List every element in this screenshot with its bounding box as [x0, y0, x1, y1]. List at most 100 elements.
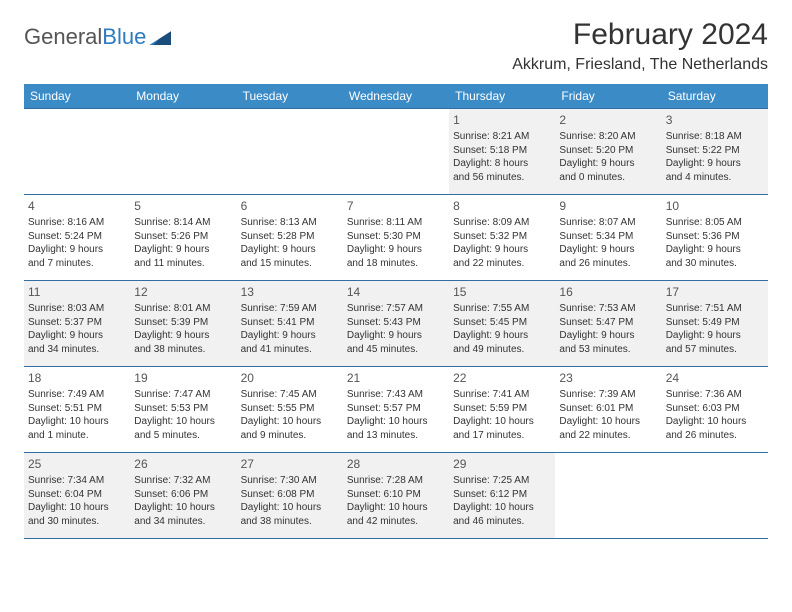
calendar-day-cell: 2Sunrise: 8:20 AMSunset: 5:20 PMDaylight… — [555, 109, 661, 195]
daylight-text: and 30 minutes. — [28, 515, 126, 529]
logo-triangle-icon — [149, 31, 171, 45]
daylight-text: Daylight: 10 hours — [666, 415, 764, 429]
header: GeneralBlue February 2024 Akkrum, Friesl… — [24, 18, 768, 74]
sunrise-text: Sunrise: 7:51 AM — [666, 302, 764, 316]
calendar-week-row: 4Sunrise: 8:16 AMSunset: 5:24 PMDaylight… — [24, 195, 768, 281]
calendar-week-row: 25Sunrise: 7:34 AMSunset: 6:04 PMDayligh… — [24, 453, 768, 539]
daylight-text: and 34 minutes. — [134, 515, 232, 529]
sunset-text: Sunset: 5:37 PM — [28, 316, 126, 330]
sunset-text: Sunset: 5:51 PM — [28, 402, 126, 416]
day-number: 28 — [347, 456, 445, 472]
calendar-day-cell: 11Sunrise: 8:03 AMSunset: 5:37 PMDayligh… — [24, 281, 130, 367]
sunset-text: Sunset: 6:10 PM — [347, 488, 445, 502]
sunset-text: Sunset: 5:34 PM — [559, 230, 657, 244]
daylight-text: Daylight: 10 hours — [134, 415, 232, 429]
daylight-text: Daylight: 10 hours — [28, 501, 126, 515]
daylight-text: and 34 minutes. — [28, 343, 126, 357]
day-number: 9 — [559, 198, 657, 214]
daylight-text: Daylight: 9 hours — [666, 157, 764, 171]
sunset-text: Sunset: 5:41 PM — [241, 316, 339, 330]
daylight-text: Daylight: 9 hours — [559, 243, 657, 257]
calendar-day-cell: 6Sunrise: 8:13 AMSunset: 5:28 PMDaylight… — [237, 195, 343, 281]
sunset-text: Sunset: 5:32 PM — [453, 230, 551, 244]
calendar-day-cell: 3 Sunrise: 8:18 AMSunset: 5:22 PMDaylight… — [662, 109, 768, 195]
logo-text-part1: General — [24, 24, 102, 50]
day-number: 3 — [666, 112, 764, 128]
calendar-day-cell: 24Sunrise: 7:36 AMSunset: 6:03 PMDayligh… — [662, 367, 768, 453]
day-number: 25 — [28, 456, 126, 472]
logo-text-part2: Blue — [102, 24, 146, 50]
logo: GeneralBlue — [24, 24, 171, 50]
calendar-day-cell: 27Sunrise: 7:30 AMSunset: 6:08 PMDayligh… — [237, 453, 343, 539]
sunrise-text: Sunrise: 7:36 AM — [666, 388, 764, 402]
sunrise-text: Sunrise: 8:03 AM — [28, 302, 126, 316]
daylight-text: and 41 minutes. — [241, 343, 339, 357]
sunrise-text: Sunrise: 7:30 AM — [241, 474, 339, 488]
calendar-day-cell: 13Sunrise: 7:59 AMSunset: 5:41 PMDayligh… — [237, 281, 343, 367]
day-number: 22 — [453, 370, 551, 386]
sunrise-text: Sunrise: 8:16 AM — [28, 216, 126, 230]
weekday-header: Tuesday — [237, 84, 343, 109]
sunrise-text: Sunrise: 7:32 AM — [134, 474, 232, 488]
sunset-text: Sunset: 6:08 PM — [241, 488, 339, 502]
sunrise-text: Sunrise: 7:25 AM — [453, 474, 551, 488]
sunset-text: Sunset: 5:45 PM — [453, 316, 551, 330]
day-number: 6 — [241, 198, 339, 214]
day-number: 17 — [666, 284, 764, 300]
day-number: 11 — [28, 284, 126, 300]
sunset-text: Sunset: 5:24 PM — [28, 230, 126, 244]
sunset-text: Sunset: 5:22 PM — [666, 144, 764, 158]
sunset-text: Sunset: 5:57 PM — [347, 402, 445, 416]
daylight-text: Daylight: 10 hours — [134, 501, 232, 515]
day-number: 1 — [453, 112, 551, 128]
calendar-day-cell — [130, 109, 236, 195]
daylight-text: and 22 minutes. — [559, 429, 657, 443]
calendar-day-cell: 26Sunrise: 7:32 AMSunset: 6:06 PMDayligh… — [130, 453, 236, 539]
daylight-text: Daylight: 9 hours — [666, 329, 764, 343]
sunrise-text: Sunrise: 7:41 AM — [453, 388, 551, 402]
daylight-text: and 1 minute. — [28, 429, 126, 443]
calendar-day-cell — [237, 109, 343, 195]
sunrise-text: Sunrise: 8:20 AM — [559, 130, 657, 144]
daylight-text: and 57 minutes. — [666, 343, 764, 357]
daylight-text: and 38 minutes. — [241, 515, 339, 529]
sunrise-text: Sunrise: 7:43 AM — [347, 388, 445, 402]
sunset-text: Sunset: 5:53 PM — [134, 402, 232, 416]
sunset-text: Sunset: 5:47 PM — [559, 316, 657, 330]
sunrise-text: Sunrise: 8:14 AM — [134, 216, 232, 230]
day-number: 26 — [134, 456, 232, 472]
daylight-text: Daylight: 9 hours — [241, 329, 339, 343]
daylight-text: and 13 minutes. — [347, 429, 445, 443]
location-label: Akkrum, Friesland, The Netherlands — [512, 56, 768, 74]
daylight-text: Daylight: 10 hours — [453, 415, 551, 429]
daylight-text: and 49 minutes. — [453, 343, 551, 357]
calendar-body: 1Sunrise: 8:21 AMSunset: 5:18 PMDaylight… — [24, 109, 768, 539]
daylight-text: and 53 minutes. — [559, 343, 657, 357]
sunset-text: Sunset: 5:59 PM — [453, 402, 551, 416]
weekday-header: Friday — [555, 84, 661, 109]
sunset-text: Sunset: 5:36 PM — [666, 230, 764, 244]
daylight-text: Daylight: 9 hours — [347, 329, 445, 343]
daylight-text: and 46 minutes. — [453, 515, 551, 529]
calendar-day-cell: 23Sunrise: 7:39 AMSunset: 6:01 PMDayligh… — [555, 367, 661, 453]
daylight-text: and 5 minutes. — [134, 429, 232, 443]
daylight-text: and 30 minutes. — [666, 257, 764, 271]
calendar-day-cell: 29Sunrise: 7:25 AMSunset: 6:12 PMDayligh… — [449, 453, 555, 539]
day-number: 5 — [134, 198, 232, 214]
sunrise-text: Sunrise: 8:18 AM — [666, 130, 764, 144]
calendar-day-cell: 12Sunrise: 8:01 AMSunset: 5:39 PMDayligh… — [130, 281, 236, 367]
sunrise-text: Sunrise: 8:11 AM — [347, 216, 445, 230]
daylight-text: and 15 minutes. — [241, 257, 339, 271]
day-number: 29 — [453, 456, 551, 472]
sunrise-text: Sunrise: 7:45 AM — [241, 388, 339, 402]
day-number: 13 — [241, 284, 339, 300]
calendar-day-cell: 16Sunrise: 7:53 AMSunset: 5:47 PMDayligh… — [555, 281, 661, 367]
daylight-text: and 56 minutes. — [453, 171, 551, 185]
sunset-text: Sunset: 6:01 PM — [559, 402, 657, 416]
calendar-day-cell: 15Sunrise: 7:55 AMSunset: 5:45 PMDayligh… — [449, 281, 555, 367]
calendar-week-row: 1Sunrise: 8:21 AMSunset: 5:18 PMDaylight… — [24, 109, 768, 195]
daylight-text: and 26 minutes. — [666, 429, 764, 443]
sunrise-text: Sunrise: 8:13 AM — [241, 216, 339, 230]
sunrise-text: Sunrise: 7:55 AM — [453, 302, 551, 316]
daylight-text: Daylight: 9 hours — [134, 329, 232, 343]
